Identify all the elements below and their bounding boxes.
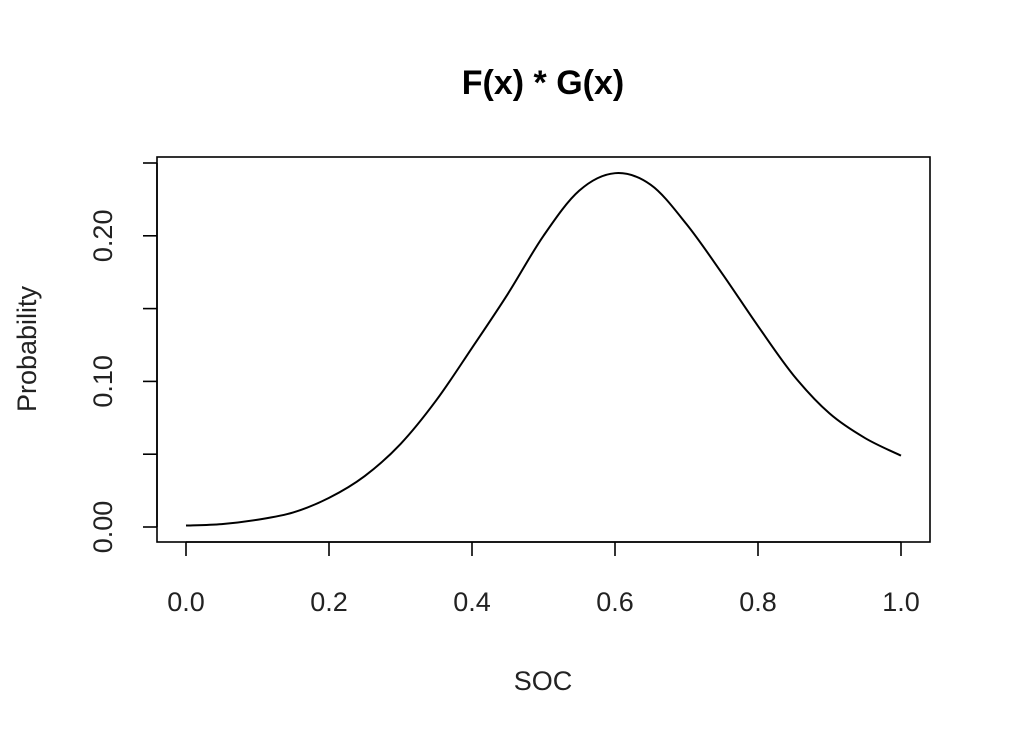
x-tick-label: 0.8 <box>739 587 777 617</box>
x-axis-label: SOC <box>514 666 573 696</box>
x-tick-label: 0.2 <box>310 587 348 617</box>
y-axis: 0.00 0.10 0.20 <box>88 162 158 554</box>
y-tick-label: 0.20 <box>88 210 118 263</box>
y-axis-label: Probability <box>12 285 42 412</box>
x-tick-label: 0.6 <box>596 587 634 617</box>
x-tick-label: 1.0 <box>882 587 920 617</box>
chart-title: F(x) * G(x) <box>462 64 624 102</box>
y-tick-label: 0.00 <box>88 501 118 554</box>
x-axis: 0.0 0.2 0.4 0.6 0.8 1.0 <box>167 541 920 617</box>
series-line <box>185 172 902 527</box>
y-tick-label: 0.10 <box>88 355 118 408</box>
x-tick-label: 0.4 <box>453 587 491 617</box>
series-layer <box>185 172 902 527</box>
x-tick-label: 0.0 <box>167 587 205 617</box>
plot-frame <box>156 156 931 543</box>
